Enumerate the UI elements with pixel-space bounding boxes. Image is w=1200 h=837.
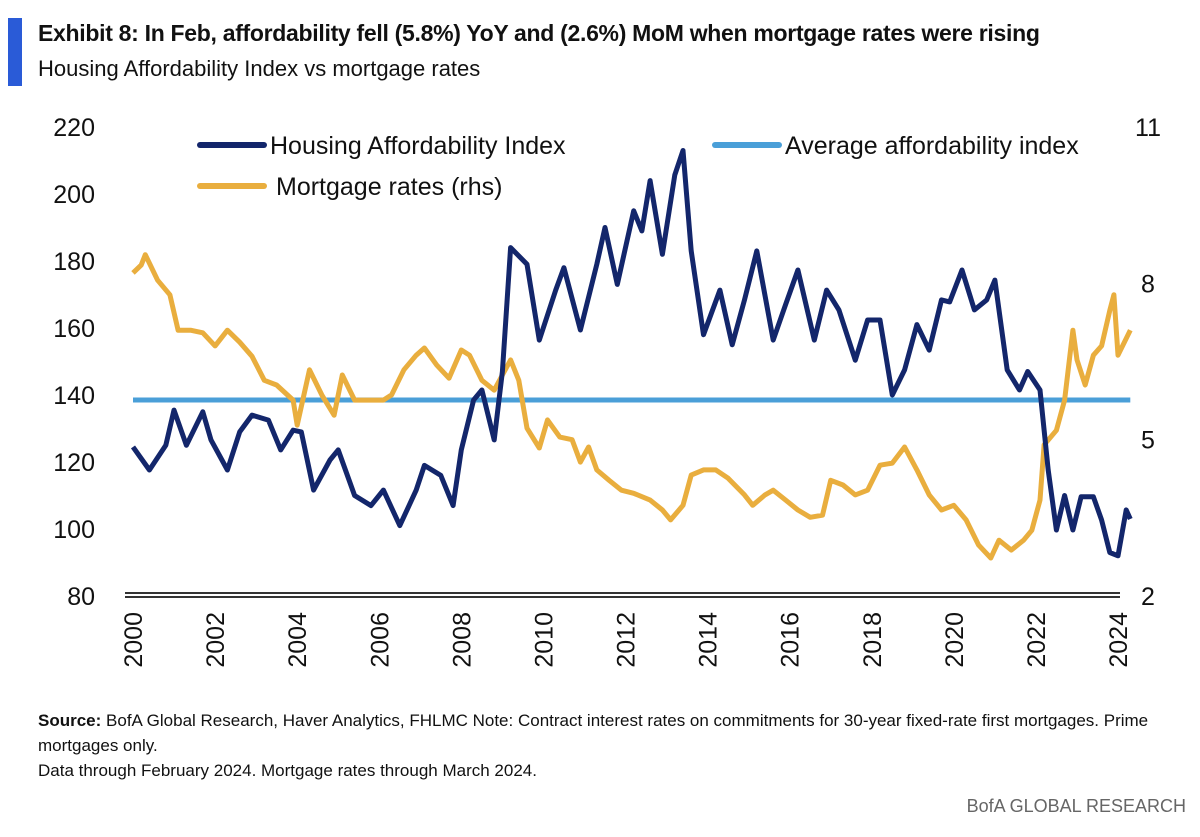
x-tick-label: 2000 (120, 612, 148, 668)
y-right-tick-label: 8 (1141, 270, 1155, 298)
source-note: Source: BofA Global Research, Haver Anal… (38, 708, 1178, 783)
data-note: Data through February 2024. Mortgage rat… (38, 761, 537, 780)
y-left-tick-label: 140 (53, 382, 95, 410)
y-right-tick-label: 11 (1135, 114, 1161, 142)
x-tick-label: 2022 (1023, 612, 1051, 668)
y-left-tick-label: 180 (53, 248, 95, 276)
legend-label: Average affordability index (785, 132, 1079, 160)
chart-subtitle: Housing Affordability Index vs mortgage … (38, 56, 481, 81)
x-tick-label: 2018 (859, 612, 887, 668)
source-label: Source: (38, 711, 102, 730)
y-left-tick-label: 160 (53, 315, 95, 343)
x-tick-label: 2014 (695, 612, 723, 668)
brand-logo-text: BofA GLOBAL RESEARCH (966, 796, 1186, 816)
source-text: BofA Global Research, Haver Analytics, F… (38, 711, 1149, 755)
y-right-tick-label: 2 (1141, 583, 1155, 611)
series-line-housing-affordability-index (130, 148, 1133, 559)
x-tick-label: 2008 (448, 612, 476, 668)
line-chart: 80 100 120 140 160 180 200 220 2 5 8 11 2000 2002 2004… (53, 114, 1161, 668)
x-tick-label: 2012 (613, 612, 641, 668)
x-tick-label: 2016 (777, 612, 805, 668)
series-line-mortgage-rates-rhs- (131, 252, 1133, 561)
legend-label: Housing Affordability Index (270, 132, 566, 160)
accent-bar (8, 18, 22, 86)
x-tick-label: 2020 (941, 612, 969, 668)
y-left-tick-label: 100 (53, 516, 95, 544)
y-right-tick-label: 5 (1141, 427, 1155, 455)
x-tick-label: 2004 (284, 612, 312, 668)
y-left-tick-label: 120 (53, 449, 95, 477)
chart-title: Exhibit 8: In Feb, affordability fell (5… (38, 20, 1040, 46)
y-left-tick-label: 200 (53, 181, 95, 209)
x-tick-label: 2006 (366, 612, 394, 668)
x-tick-label: 2010 (530, 612, 558, 668)
x-tick-label: 2002 (202, 612, 230, 668)
legend-label: Mortgage rates (rhs) (276, 173, 502, 201)
y-left-tick-label: 80 (67, 583, 95, 611)
x-tick-label: 2024 (1105, 612, 1133, 668)
y-left-tick-label: 220 (53, 114, 95, 142)
